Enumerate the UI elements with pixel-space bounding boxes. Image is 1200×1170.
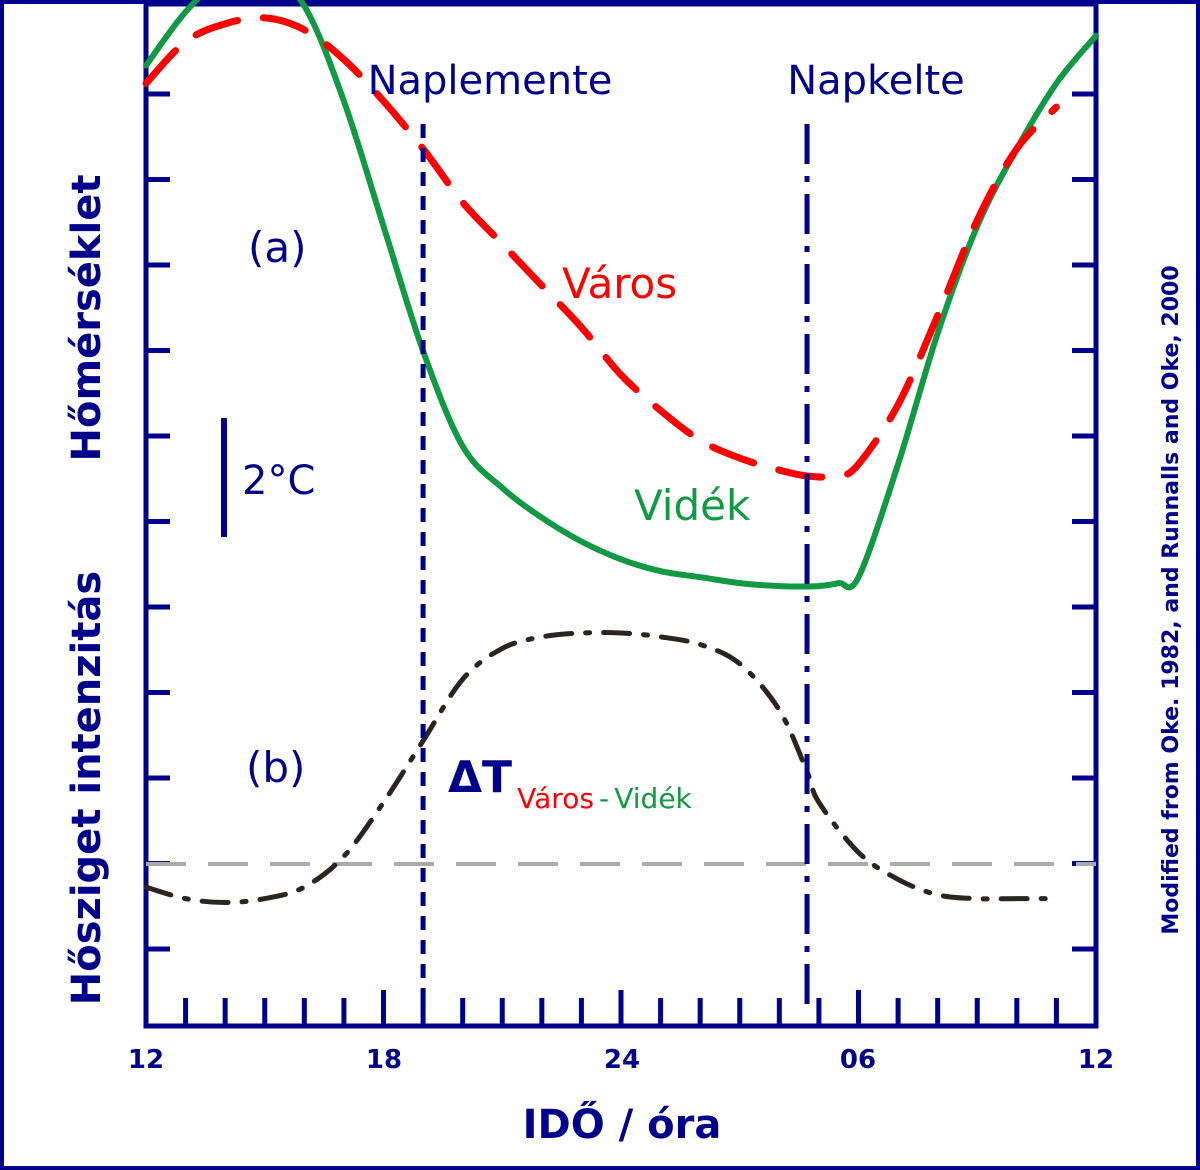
delta-sep: - bbox=[599, 782, 609, 815]
event-label-napkelte: Napkelte bbox=[787, 58, 965, 104]
series-label-videk: Vidék bbox=[634, 481, 751, 530]
delta-t-line bbox=[143, 630, 1059, 906]
series-label-varos: Város bbox=[562, 259, 677, 308]
scale-bar-label: 2°C bbox=[242, 458, 315, 504]
credit-text: Modified from Oke. 1982, and Runnalls an… bbox=[1159, 265, 1184, 934]
event-layer bbox=[420, 124, 810, 1016]
delta-part1: Város bbox=[517, 782, 594, 815]
event-label-naplemente: Naplemente bbox=[368, 58, 613, 104]
x-tick-label: 18 bbox=[366, 1045, 402, 1075]
y-axis-title-top: Hőmérséklet bbox=[64, 175, 110, 462]
series-layer bbox=[142, 0, 1099, 906]
videk-line bbox=[143, 0, 1099, 591]
panel-b-label: (b) bbox=[246, 743, 305, 792]
varos-line bbox=[142, 14, 1060, 481]
x-axis-title: IDŐ / óra bbox=[523, 1099, 722, 1148]
x-ticks bbox=[143, 990, 1099, 1026]
delta-label: ΔT Város - Vidék bbox=[448, 752, 693, 815]
x-tick-label: 12 bbox=[128, 1045, 164, 1075]
delta-symbol: ΔT bbox=[448, 752, 512, 803]
y-axis-title-bottom: Hősziget intenzitás bbox=[64, 571, 110, 1005]
panel-a-label: (a) bbox=[248, 223, 307, 272]
x-tick-label: 24 bbox=[604, 1045, 640, 1075]
x-tick-label: 06 bbox=[840, 1045, 876, 1075]
y-ticks bbox=[146, 91, 1096, 952]
delta-part2: Vidék bbox=[614, 782, 692, 815]
x-tick-label: 12 bbox=[1078, 1045, 1114, 1075]
